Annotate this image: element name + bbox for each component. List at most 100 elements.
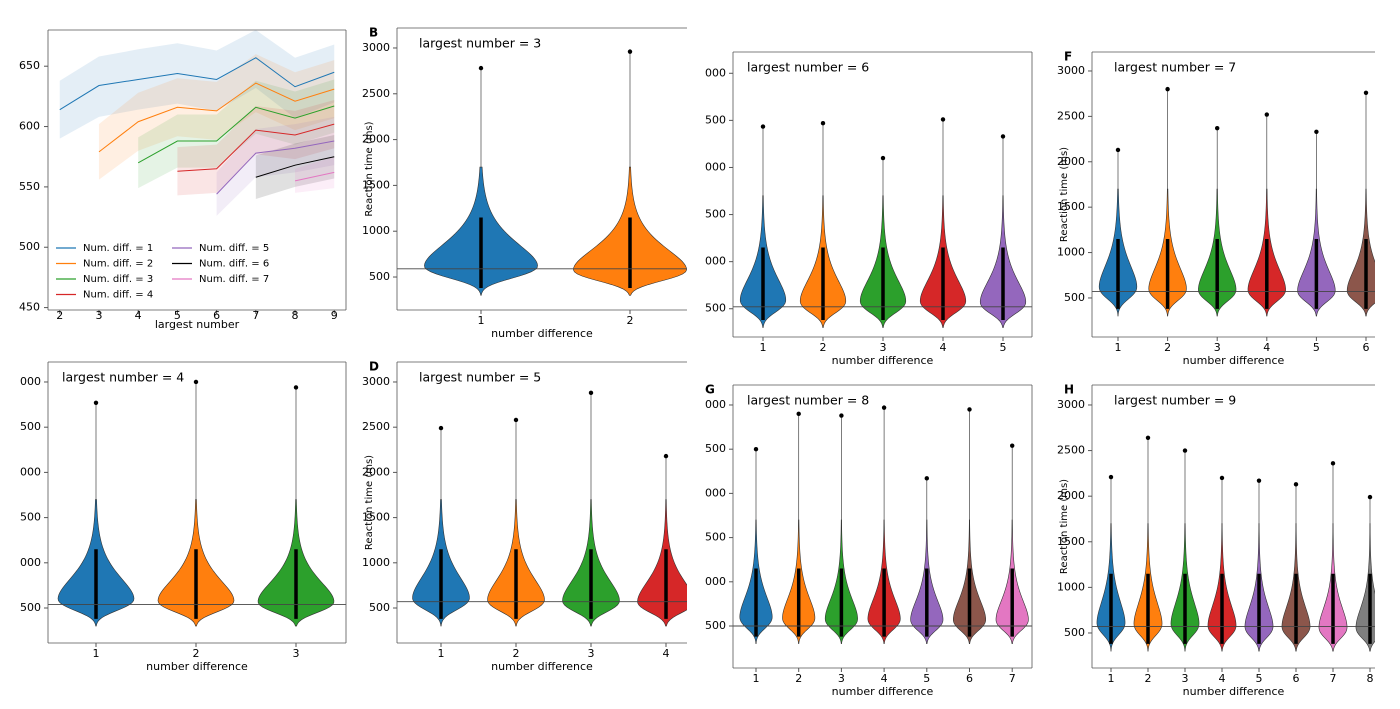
series-line xyxy=(137,105,335,164)
panel: 1 2 3 4 500 1000 1500 2000 2500 3000 largest numbe… xyxy=(362,360,687,673)
y-tick-label: 2500 xyxy=(362,87,390,100)
y-tick-label: 500 xyxy=(1064,291,1085,304)
y-tick-label: 500 xyxy=(20,601,41,614)
series-line xyxy=(59,57,335,111)
y-tick-label: 500 xyxy=(705,302,726,315)
x-tick-label: 4 xyxy=(940,341,947,354)
legend-label: Num. diff. = 5 xyxy=(199,243,269,254)
x-tick-label: 1 xyxy=(93,647,100,660)
max-point xyxy=(1314,129,1319,135)
y-tick-label: 500 xyxy=(705,442,726,455)
max-point xyxy=(663,453,669,459)
max-point xyxy=(1145,435,1151,441)
max-point xyxy=(93,400,99,405)
max-point xyxy=(1010,443,1015,448)
y-tick-label: 1500 xyxy=(362,178,390,191)
y-axis-label: Reaction time (ms) xyxy=(364,455,375,550)
x-tick-label: 3 xyxy=(880,341,887,354)
x-tick-label: 2 xyxy=(795,672,802,685)
max-point xyxy=(1182,448,1188,453)
max-point xyxy=(193,379,199,385)
x-tick-label: 1 xyxy=(1108,672,1115,685)
legend-label: Num. diff. = 3 xyxy=(83,274,153,285)
y-tick-label: 1000 xyxy=(362,224,390,237)
y-tick-label: 450 xyxy=(19,301,40,314)
violin xyxy=(637,499,687,627)
x-tick-label: 7 xyxy=(1009,672,1016,685)
max-point xyxy=(1108,474,1114,480)
series-line xyxy=(255,156,335,178)
x-axis-label: number difference xyxy=(1183,685,1285,698)
max-point xyxy=(760,124,766,129)
y-tick-label: 2000 xyxy=(362,133,390,146)
y-tick-label: 500 xyxy=(20,511,41,524)
x-tick-label: 8 xyxy=(1367,672,1374,685)
y-tick-label: 000 xyxy=(20,465,41,478)
x-tick-label: 1 xyxy=(478,314,485,327)
panel: 1 2 3 4 5 6 7 8 500 1000 1500 2000 2500 3000 largest n… xyxy=(1057,383,1375,698)
panel-letter: G xyxy=(705,383,715,397)
max-point xyxy=(627,49,633,54)
panel: 1 2 3 4 5 6 500 1000 1500 2000 2500 3000 largest num… xyxy=(1057,50,1375,367)
y-tick-label: 3000 xyxy=(362,375,390,388)
y-tick-label: 000 xyxy=(705,575,726,588)
x-tick-label: 6 xyxy=(213,309,220,322)
y-tick-label: 500 xyxy=(705,531,726,544)
x-tick-label: 5 xyxy=(1256,672,1263,685)
y-tick-label: 000 xyxy=(705,255,726,268)
y-axis-label: Reaction time (ms) xyxy=(1059,147,1070,242)
x-axis-label: number difference xyxy=(491,327,593,340)
x-tick-label: 5 xyxy=(174,309,181,322)
x-tick-label: 3 xyxy=(1182,672,1189,685)
max-point xyxy=(1000,134,1006,139)
x-tick-label: 3 xyxy=(293,647,300,660)
y-tick-label: 1000 xyxy=(1057,246,1085,259)
series-line xyxy=(294,171,335,182)
y-tick-label: 1000 xyxy=(362,556,390,569)
x-tick-label: 5 xyxy=(1000,341,1007,354)
y-tick-label: 500 xyxy=(369,601,390,614)
y-tick-label: 2500 xyxy=(1057,109,1085,122)
max-point xyxy=(478,65,484,71)
x-tick-label: 2 xyxy=(820,341,827,354)
y-tick-label: 2000 xyxy=(1057,489,1085,502)
max-point xyxy=(1330,461,1336,466)
x-axis-label: number difference xyxy=(1183,354,1285,367)
x-tick-label: 7 xyxy=(252,309,259,322)
max-point xyxy=(940,117,946,122)
max-point xyxy=(1256,478,1262,483)
x-tick-label: 5 xyxy=(923,672,930,685)
max-point xyxy=(438,425,444,431)
confidence-band xyxy=(295,156,335,193)
x-axis-label: number difference xyxy=(146,660,248,673)
x-tick-label: 1 xyxy=(760,341,767,354)
max-point xyxy=(880,155,886,161)
y-tick-label: 000 xyxy=(705,398,726,411)
y-tick-label: 1000 xyxy=(1057,580,1085,593)
y-tick-label: 1500 xyxy=(1057,200,1085,213)
y-tick-label: 600 xyxy=(19,120,40,133)
x-tick-label: 2 xyxy=(513,647,520,660)
x-tick-label: 3 xyxy=(838,672,845,685)
max-point xyxy=(839,413,844,418)
max-point xyxy=(1219,475,1225,481)
y-tick-label: 500 xyxy=(705,619,726,632)
y-tick-label: 500 xyxy=(20,420,41,433)
x-tick-label: 4 xyxy=(1219,672,1226,685)
y-tick-label: 500 xyxy=(705,113,726,126)
x-tick-label: 3 xyxy=(588,647,595,660)
y-tick-label: 000 xyxy=(705,160,726,173)
max-point xyxy=(1367,494,1373,500)
x-tick-label: 8 xyxy=(292,309,299,322)
panel-title: largest number = 7 xyxy=(1114,60,1236,75)
y-tick-label: 3000 xyxy=(1057,64,1085,77)
y-tick-label: 500 xyxy=(19,240,40,253)
y-tick-label: 1500 xyxy=(1057,535,1085,548)
x-tick-label: 1 xyxy=(438,647,445,660)
panel-title: largest number = 6 xyxy=(747,60,869,75)
y-tick-label: 2500 xyxy=(362,420,390,433)
y-tick-label: 3000 xyxy=(362,41,390,54)
max-point xyxy=(1293,482,1299,487)
max-point xyxy=(588,390,594,396)
